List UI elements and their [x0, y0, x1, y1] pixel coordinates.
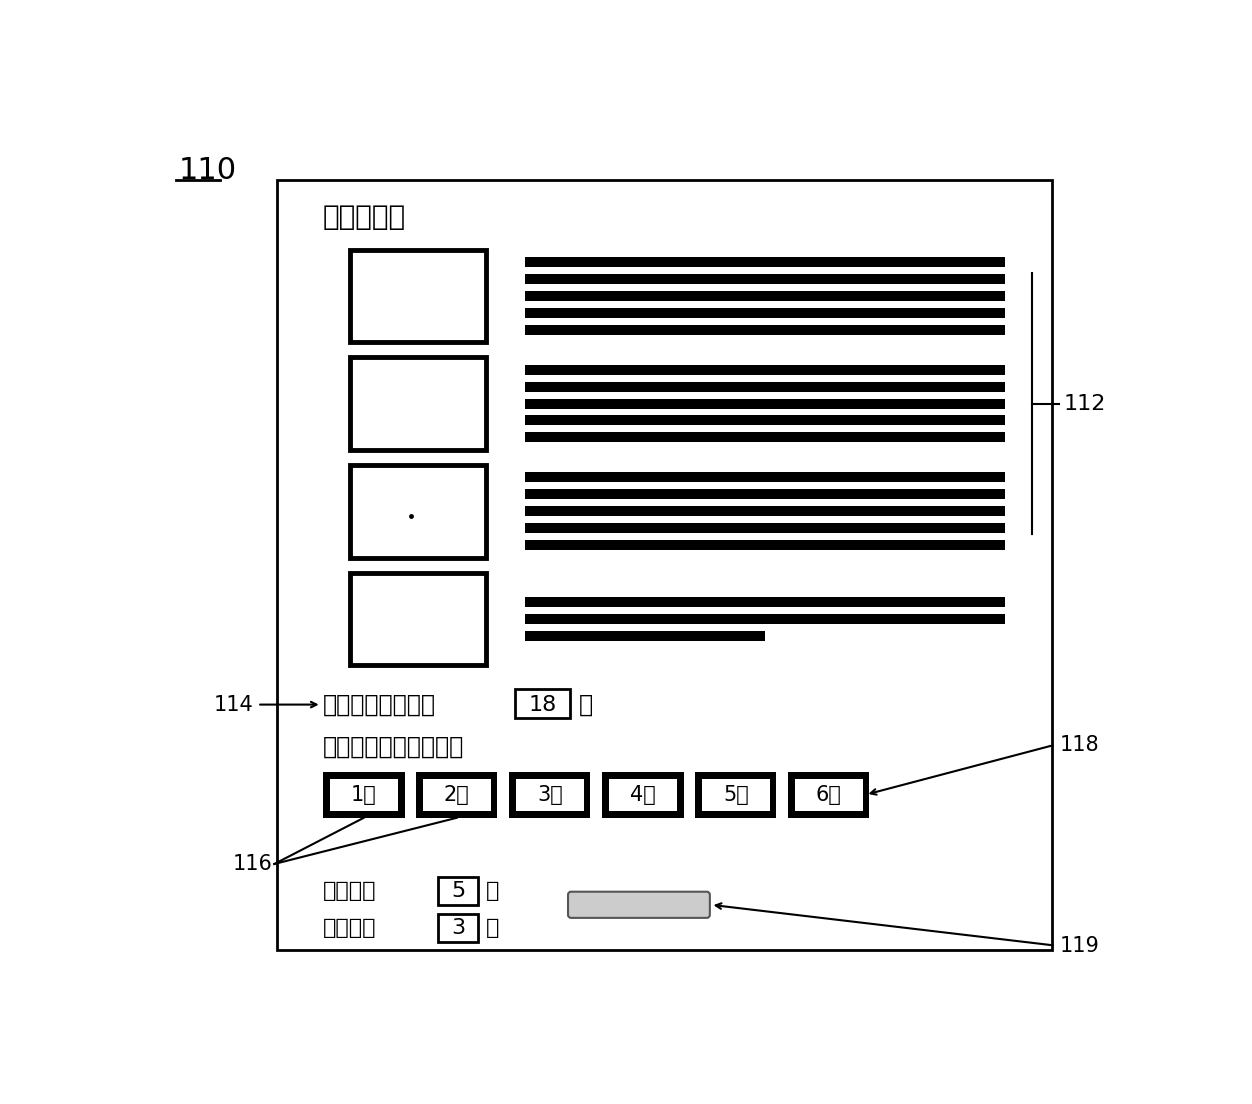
Bar — [610, 778, 676, 810]
Text: 个: 个 — [578, 692, 593, 716]
Text: 112: 112 — [1063, 393, 1106, 414]
Text: 5: 5 — [451, 881, 464, 901]
Bar — [351, 465, 486, 558]
Text: 3: 3 — [451, 917, 464, 938]
Bar — [323, 772, 404, 818]
Bar — [525, 308, 1005, 318]
Bar — [525, 415, 1005, 425]
Bar — [525, 364, 1005, 374]
Text: 119: 119 — [1059, 935, 1099, 956]
Bar — [525, 489, 1005, 499]
Text: 6天: 6天 — [816, 785, 841, 805]
Bar — [525, 523, 1005, 533]
Bar — [525, 473, 1005, 482]
Bar — [510, 772, 591, 818]
Bar — [525, 399, 1005, 408]
Bar — [351, 250, 486, 342]
Bar — [438, 877, 478, 905]
Text: 1天: 1天 — [351, 785, 377, 805]
Text: 请选择租用时间长度：: 请选择租用时间长度： — [323, 734, 464, 758]
Text: 需投币数: 需投币数 — [323, 881, 377, 901]
Text: 使用说明：: 使用说明： — [323, 203, 406, 232]
Bar — [516, 689, 570, 719]
Text: 元: 元 — [486, 881, 500, 901]
Text: 当前可用展示单元: 当前可用展示单元 — [323, 692, 436, 716]
Bar — [416, 772, 497, 818]
Bar — [525, 614, 1005, 624]
Text: 18: 18 — [528, 694, 557, 714]
Text: 2天: 2天 — [444, 785, 470, 805]
Text: 118: 118 — [1059, 734, 1099, 755]
Bar — [695, 772, 776, 818]
FancyBboxPatch shape — [568, 892, 710, 917]
Bar — [602, 772, 684, 818]
Text: 110: 110 — [178, 156, 237, 184]
Bar — [525, 325, 1005, 335]
Bar — [525, 540, 1005, 550]
Text: 4天: 4天 — [630, 785, 656, 805]
Bar — [525, 433, 1005, 443]
Bar — [423, 778, 491, 810]
Bar — [438, 914, 478, 942]
Text: 元: 元 — [486, 917, 500, 938]
Bar — [525, 597, 1005, 607]
Text: 3天: 3天 — [537, 785, 562, 805]
Bar — [331, 778, 398, 810]
Text: 114: 114 — [214, 694, 253, 714]
Bar — [525, 290, 1005, 300]
Bar — [702, 778, 770, 810]
Text: 116: 116 — [233, 854, 273, 874]
Bar — [516, 778, 583, 810]
Bar — [525, 274, 1005, 284]
Bar — [277, 180, 1052, 951]
Bar — [788, 772, 869, 818]
Bar — [525, 631, 765, 641]
Bar — [795, 778, 863, 810]
Text: 已投币数: 已投币数 — [323, 917, 377, 938]
Bar — [525, 382, 1005, 392]
Bar — [525, 507, 1005, 517]
Bar — [351, 358, 486, 449]
Text: 5天: 5天 — [722, 785, 749, 805]
Bar — [525, 257, 1005, 267]
Bar — [351, 573, 486, 666]
